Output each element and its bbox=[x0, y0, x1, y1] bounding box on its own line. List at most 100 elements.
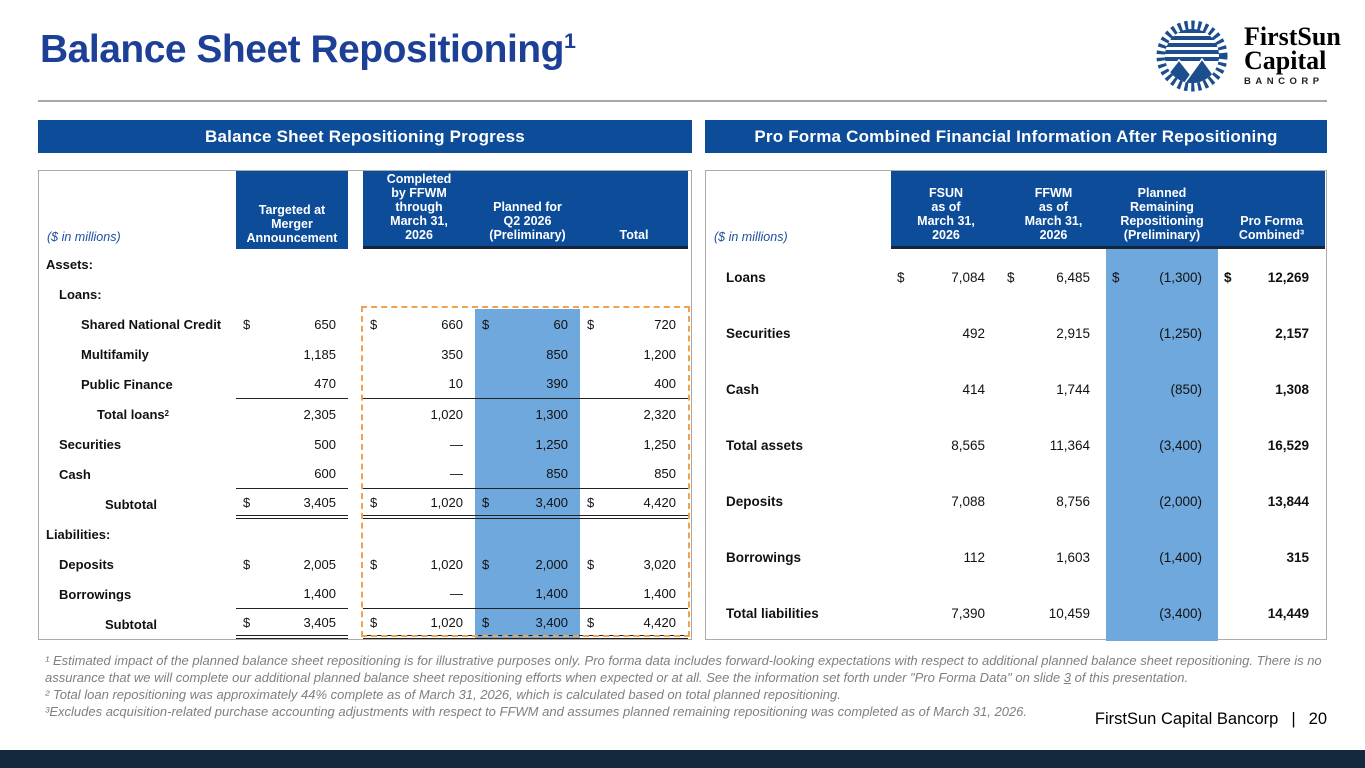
table-cell: — bbox=[363, 459, 475, 489]
table-row: Total assets 8,565 11,364 (3,400) 16,529 bbox=[706, 417, 1326, 473]
table-cell: 390 bbox=[475, 369, 580, 399]
table-row: Subtotal $3,405 $1,020 $3,400 $4,420 bbox=[39, 609, 691, 639]
table-cell: $4,420 bbox=[580, 609, 688, 639]
table-cell bbox=[580, 279, 688, 309]
table-cell bbox=[236, 519, 348, 549]
footnotes: ¹ Estimated impact of the planned balanc… bbox=[45, 652, 1327, 721]
table-row: Subtotal $3,405 $1,020 $3,400 $4,420 bbox=[39, 489, 691, 519]
table-cell: 850 bbox=[475, 339, 580, 369]
table-cell: $1,020 bbox=[370, 556, 463, 572]
column-gap bbox=[348, 429, 363, 459]
row-label: Loans bbox=[726, 269, 766, 285]
table-row: Borrowings 1,400—1,400 1,400 bbox=[39, 579, 691, 609]
title-footnote-marker: 1 bbox=[563, 29, 576, 53]
table-cell bbox=[580, 519, 688, 549]
column-gap bbox=[348, 609, 363, 639]
table-cell: 2,157 bbox=[1275, 325, 1309, 341]
table-row: Multifamily 1,185 350 850 1,200 bbox=[39, 339, 691, 369]
table-cell: $1,020 bbox=[363, 489, 475, 519]
table-cell: 500 bbox=[314, 436, 336, 452]
table-cell: 1,400 bbox=[236, 579, 348, 609]
column-header-group: Completed by FFWM through March 31, 2026… bbox=[363, 171, 688, 249]
table-cell: $7,084 bbox=[897, 269, 985, 285]
table-cell: 1,300 bbox=[475, 399, 580, 429]
company-logo-text: FirstSun Capital BANCORP bbox=[1244, 22, 1341, 88]
table-cell: 11,364 bbox=[1049, 437, 1090, 453]
progress-table-body: Assets: Loans: Shared National Credit $650 $… bbox=[39, 249, 691, 639]
table-cell: $3,405 bbox=[236, 609, 348, 639]
table-cell: 8,565 bbox=[951, 437, 985, 453]
table-cell: 315 bbox=[1286, 549, 1309, 565]
column-header-pro-forma: Pro Forma Combined³ bbox=[1238, 214, 1305, 242]
column-header-ffwm: FFWM as of March 31, 2026 bbox=[1024, 186, 1083, 242]
row-label: Deposits bbox=[59, 556, 114, 572]
table-row: Total loans 2 2,305 1,020 1,300 2,320 bbox=[39, 399, 691, 429]
column-header-group-right: FSUN as of March 31, 2026 FFWM as of Mar… bbox=[891, 171, 1325, 249]
row-label: Public Finance bbox=[81, 376, 173, 392]
table-cell: 1,250 bbox=[475, 429, 580, 459]
row-label: Total assets bbox=[726, 437, 804, 453]
table-cell bbox=[236, 249, 348, 279]
table-row: Borrowings 112 1,603 (1,400) 315 bbox=[706, 529, 1326, 585]
table-cell: 1,200 bbox=[643, 346, 676, 362]
row-label: Borrowings bbox=[726, 549, 802, 565]
table-cell: $3,405 bbox=[236, 489, 348, 519]
row-label: Deposits bbox=[726, 493, 784, 509]
table-cell: 8,756 bbox=[1056, 493, 1090, 509]
table-row: Cash 414 1,744 (850) 1,308 bbox=[706, 361, 1326, 417]
pro-forma-table-header: ($ in millions) FSUN as of March 31, 202… bbox=[706, 171, 1326, 249]
table-row: Deposits $2,005 $1,020 $2,000 $3,020 bbox=[39, 549, 691, 579]
table-cell bbox=[580, 249, 688, 279]
table-row: Loans: bbox=[39, 279, 691, 309]
table-cell bbox=[475, 519, 580, 549]
column-gap bbox=[348, 249, 363, 279]
footer-company-name: FirstSun Capital Bancorp bbox=[1094, 710, 1279, 728]
table-cell bbox=[363, 249, 475, 279]
table-cell: (3,400) bbox=[1106, 585, 1218, 641]
table-cell: $2,005 bbox=[243, 556, 336, 572]
table-cell: 1,744 bbox=[1056, 381, 1090, 397]
row-label: Loans: bbox=[59, 286, 102, 302]
table-cell: 7,088 bbox=[951, 493, 985, 509]
table-cell: 850 bbox=[580, 459, 688, 489]
table-cell: 2,320 bbox=[643, 406, 676, 422]
table-cell: $660 bbox=[370, 316, 463, 332]
table-cell bbox=[236, 279, 348, 309]
table-cell: 112 bbox=[963, 549, 985, 565]
table-cell: 14,449 bbox=[1267, 605, 1309, 621]
row-label: Subtotal bbox=[105, 496, 157, 512]
footnote-3: ³Excludes acquisition-related purchase a… bbox=[45, 704, 1028, 720]
column-gap bbox=[348, 279, 363, 309]
table-row: Assets: bbox=[39, 249, 691, 279]
table-cell: 10,459 bbox=[1048, 605, 1090, 621]
table-cell: $60 bbox=[475, 309, 580, 339]
table-cell: $ (1,300) bbox=[1106, 249, 1218, 305]
column-gap bbox=[348, 549, 363, 579]
table-cell bbox=[363, 519, 475, 549]
row-label: Securities bbox=[59, 436, 122, 452]
table-cell: 2,915 bbox=[1056, 325, 1090, 341]
table-cell: 600 bbox=[236, 459, 348, 489]
column-header-planned-remaining: Planned Remaining Repositioning (Prelimi… bbox=[1120, 186, 1204, 242]
table-cell: $4,420 bbox=[580, 489, 688, 519]
sun-mountains-icon bbox=[1156, 20, 1228, 92]
progress-table-header: ($ in millions) Targeted at Merger Annou… bbox=[39, 171, 691, 249]
page-footer: FirstSun Capital Bancorp | 20 bbox=[1095, 710, 1327, 729]
row-label: Subtotal bbox=[105, 616, 157, 632]
table-row: Securities 492 2,915 (1,250) 2,157 bbox=[706, 305, 1326, 361]
table-cell: 350 bbox=[441, 346, 463, 362]
table-cell: (1,250) bbox=[1106, 305, 1218, 361]
units-label-right: ($ in millions) bbox=[714, 230, 788, 244]
row-label: Shared National Credit bbox=[81, 316, 222, 332]
table-cell: $1,020 bbox=[363, 609, 475, 639]
table-cell bbox=[363, 279, 475, 309]
table-cell: — bbox=[363, 579, 475, 609]
page-title: Balance Sheet Repositioning1 bbox=[40, 28, 576, 71]
table-row: Liabilities: bbox=[39, 519, 691, 549]
right-section-header: Pro Forma Combined Financial Information… bbox=[705, 120, 1327, 153]
row-label: Cash bbox=[726, 381, 760, 397]
slide-3-link[interactable]: 3 bbox=[1063, 670, 1071, 686]
column-gap bbox=[348, 519, 363, 549]
table-cell: (850) bbox=[1106, 361, 1218, 417]
table-cell: $3,020 bbox=[587, 556, 676, 572]
